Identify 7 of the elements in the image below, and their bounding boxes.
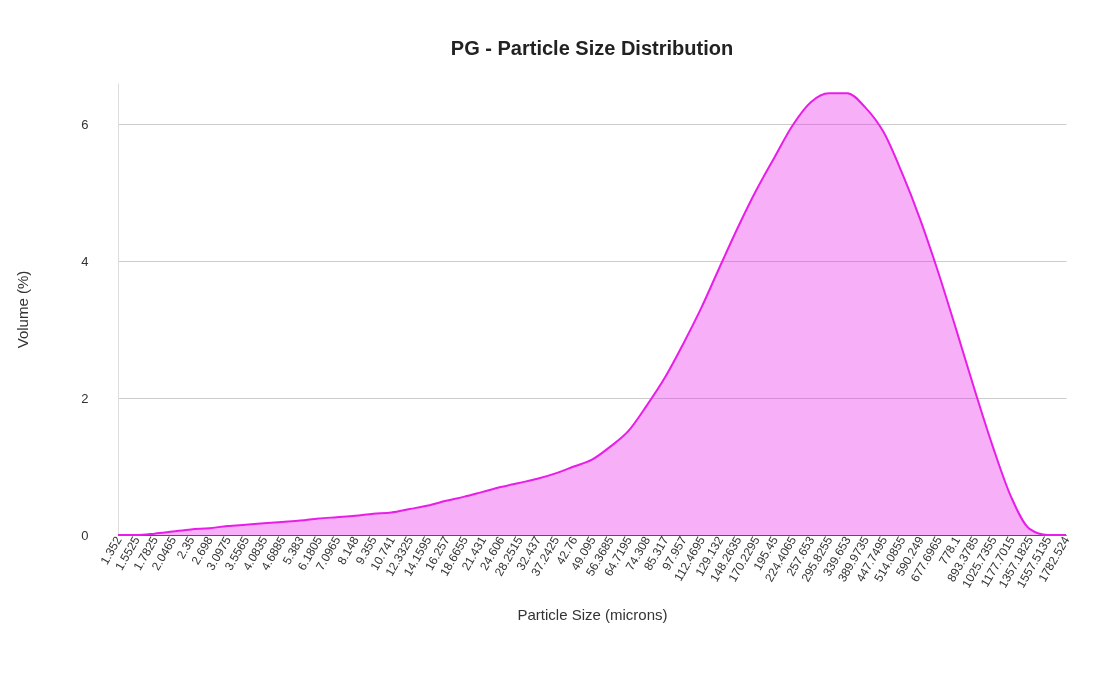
y-tick-label: 6 [81,116,89,132]
y-tick-label: 0 [81,527,89,543]
x-axis-title: Particle Size (microns) [517,605,668,623]
chart-title: PG - Particle Size Distribution [450,37,734,59]
y-axis-title: Volume (%) [14,270,32,349]
y-tick-label: 2 [81,390,89,406]
y-tick-label: 4 [81,253,89,269]
